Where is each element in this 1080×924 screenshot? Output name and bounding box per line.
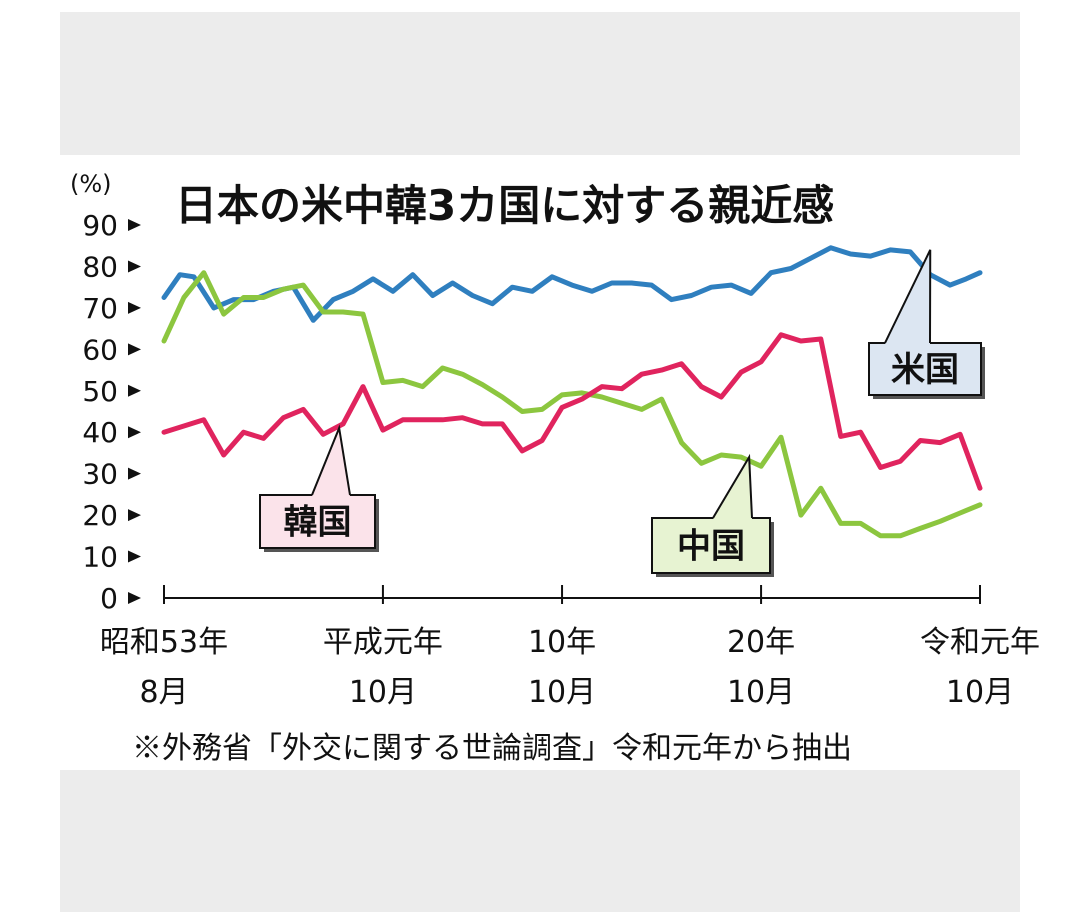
x-tick-label: 10月 [946, 675, 1014, 710]
callout-3: 中国 [651, 453, 774, 577]
y-tick-marker [128, 426, 141, 439]
source-note: ※外務省「外交に関する世論調査」令和元年から抽出 [132, 731, 852, 766]
y-tick-label: 60 [82, 333, 118, 366]
callout-label: 米国 [891, 350, 959, 390]
y-tick-label: 10 [82, 541, 118, 574]
callout-box [259, 494, 376, 549]
chart-title: 日本の米中韓3カ国に対する親近感 [175, 181, 834, 230]
callout-box [651, 517, 771, 574]
x-tick-label: 10年 [528, 625, 596, 660]
y-tick-marker [128, 301, 141, 314]
y-tick-label: 70 [82, 292, 118, 325]
x-tick-label: 10月 [727, 675, 795, 710]
background-band-top [60, 12, 1020, 155]
y-tick-label: 90 [82, 209, 118, 242]
callout-pointer [311, 424, 351, 496]
y-tick-label: 30 [82, 458, 118, 491]
callout-2: 韓国 [259, 424, 379, 552]
y-tick-label: 0 [100, 582, 118, 615]
x-tick-label: 8月 [139, 675, 188, 710]
x-tick-label: 20年 [727, 625, 795, 660]
y-tick-marker [128, 467, 141, 480]
y-tick-label: 20 [82, 499, 118, 532]
y-tick-label: 50 [82, 375, 118, 408]
callout-pointer-fill [312, 428, 350, 496]
y-tick-marker [128, 509, 141, 522]
y-tick-marker [128, 384, 141, 397]
callout-pointer [712, 453, 753, 519]
x-tick-label: 令和元年 [920, 625, 1040, 660]
y-tick-marker [128, 550, 141, 563]
y-tick-marker [128, 592, 141, 604]
y-tick-marker [128, 260, 141, 273]
background-band-bottom [60, 770, 1020, 912]
callout-label: 韓国 [284, 503, 352, 543]
y-tick-label: 40 [82, 416, 118, 449]
axes: 0 10 20 30 40 50 60 70 80 90 昭和53年 8月 平成元年 10月 10年 10月 2… [82, 209, 1040, 710]
y-tick-marker [128, 219, 141, 231]
series-line [161, 332, 983, 491]
x-tick-label: 10月 [528, 675, 596, 710]
x-tick-label: 昭和53年 [100, 625, 228, 660]
y-unit-label: (%) [70, 170, 112, 198]
callout-1: 米国 [868, 249, 985, 399]
series-line [161, 270, 983, 539]
x-tick-label: 10月 [349, 675, 417, 710]
callout-pointer [884, 249, 932, 344]
y-tick-marker [128, 343, 141, 356]
callout-label: 中国 [677, 527, 745, 567]
y-tick-label: 80 [82, 250, 118, 283]
x-tick-label: 平成元年 [323, 625, 443, 660]
series-layer [161, 245, 983, 539]
